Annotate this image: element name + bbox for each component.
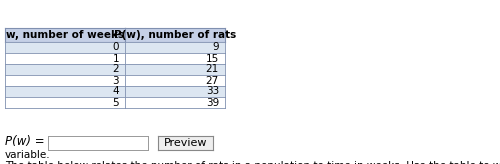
Text: 39: 39 [206, 98, 219, 107]
Text: P(w), number of rats: P(w), number of rats [114, 30, 236, 40]
Text: 0: 0 [112, 42, 119, 52]
Text: w, number of weeks: w, number of weeks [6, 30, 124, 40]
Text: 9: 9 [212, 42, 219, 52]
Text: 15: 15 [206, 53, 219, 63]
Text: variable.: variable. [5, 150, 51, 160]
Text: 33: 33 [206, 86, 219, 96]
Text: 3: 3 [112, 75, 119, 85]
Text: 2: 2 [112, 64, 119, 74]
Text: 1: 1 [112, 53, 119, 63]
Text: The table below relates the number of rats in a population to time in weeks. Use: The table below relates the number of ra… [5, 161, 500, 164]
Text: 21: 21 [206, 64, 219, 74]
Text: 4: 4 [112, 86, 119, 96]
Text: 27: 27 [206, 75, 219, 85]
Text: P(w) =: P(w) = [5, 135, 44, 148]
Text: Preview: Preview [164, 138, 208, 148]
Text: 5: 5 [112, 98, 119, 107]
